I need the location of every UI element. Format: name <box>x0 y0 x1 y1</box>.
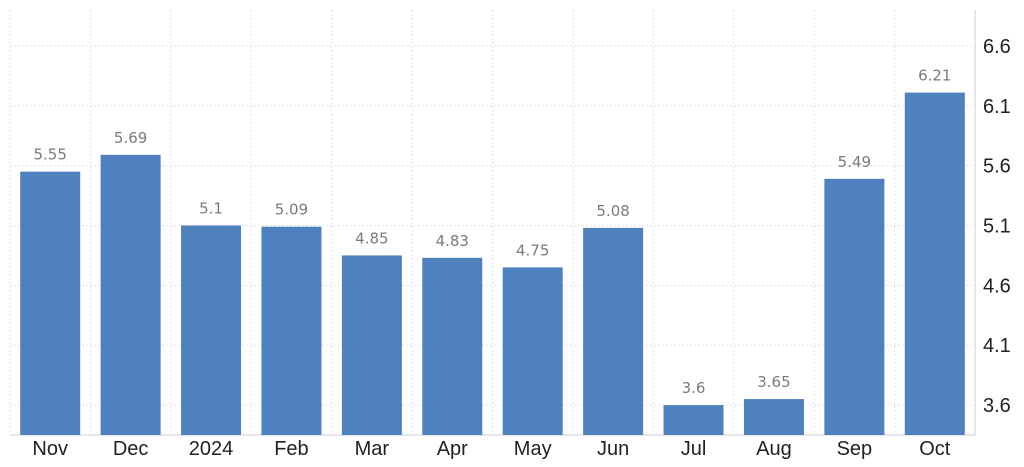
x-axis-tick-labels: Nov Dec 2024 Feb Mar Apr May Jun Jul Aug Sep Oct <box>32 438 950 460</box>
x-tick-label: Jun <box>597 438 629 460</box>
x-tick-label: Apr <box>437 438 468 460</box>
bar-jul[interactable] <box>663 405 724 435</box>
bar-may[interactable] <box>502 267 563 435</box>
x-tick-label: Jul <box>681 438 707 460</box>
bars <box>20 92 965 436</box>
y-tick-label: 5.6 <box>983 156 1011 178</box>
y-tick-label: 4.1 <box>983 335 1011 357</box>
y-tick-label: 4.6 <box>983 275 1011 297</box>
data-label: 5.08 <box>596 202 629 220</box>
data-label: 3.65 <box>757 373 790 391</box>
x-tick-label: May <box>514 438 552 460</box>
data-label: 5.55 <box>34 146 67 164</box>
bar-jun[interactable] <box>583 227 644 435</box>
bar-dec[interactable] <box>100 154 161 435</box>
x-tick-label: Sep <box>837 438 873 460</box>
data-label: 5.49 <box>838 153 871 171</box>
data-label: 5.09 <box>275 201 308 219</box>
bar-feb[interactable] <box>261 226 322 435</box>
x-tick-label: Oct <box>919 438 951 460</box>
bar-oct[interactable] <box>904 92 965 435</box>
data-labels: 5.55 5.69 5.1 5.09 4.85 4.83 4.75 5.08 3.6 3.65 5.… <box>34 67 952 397</box>
data-label: 5.1 <box>199 199 223 217</box>
x-tick-label: 2024 <box>189 438 234 460</box>
y-tick-label: 5.1 <box>983 215 1011 237</box>
y-tick-label: 6.6 <box>983 36 1011 58</box>
bar-2024[interactable] <box>181 225 242 435</box>
data-label: 4.75 <box>516 241 549 259</box>
bar-mar[interactable] <box>341 255 402 435</box>
bar-apr[interactable] <box>422 257 483 435</box>
x-tick-label: Dec <box>113 438 149 460</box>
y-tick-label: 6.1 <box>983 96 1011 118</box>
y-tick-label: 3.6 <box>983 395 1011 417</box>
x-tick-label: Nov <box>32 438 68 460</box>
bar-aug[interactable] <box>743 399 804 435</box>
data-label: 5.69 <box>114 129 147 147</box>
y-axis-tick-labels: 3.6 4.1 4.6 5.1 5.6 6.1 6.6 <box>983 36 1011 417</box>
data-label: 4.83 <box>436 232 469 250</box>
bar-sep[interactable] <box>824 178 885 436</box>
data-label: 4.85 <box>355 229 388 247</box>
x-tick-label: Aug <box>756 438 792 460</box>
gridlines <box>9 10 976 436</box>
data-label: 6.21 <box>918 67 951 85</box>
data-label: 3.6 <box>682 379 706 397</box>
bar-nov[interactable] <box>20 171 81 435</box>
x-tick-label: Mar <box>355 438 390 460</box>
x-tick-label: Feb <box>274 438 308 460</box>
